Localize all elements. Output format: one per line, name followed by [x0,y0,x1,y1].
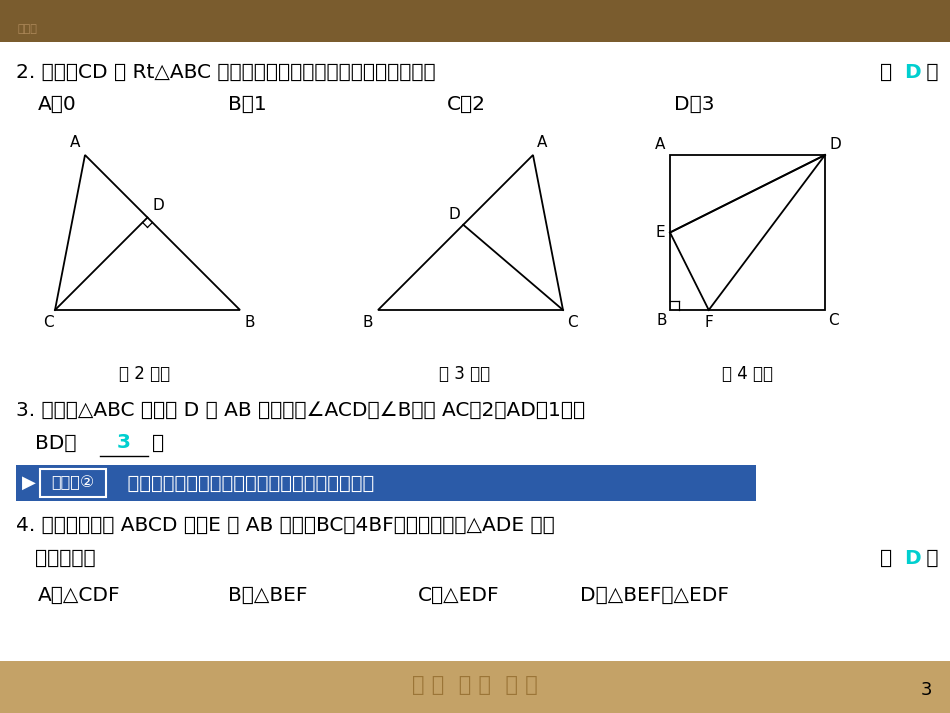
Text: 知识点②: 知识点② [51,476,95,491]
Text: BD＝: BD＝ [35,434,77,453]
Text: D．△BEF，△EDF: D．△BEF，△EDF [580,585,729,605]
Text: C: C [567,315,579,330]
Text: D: D [904,548,921,568]
Text: A: A [69,135,80,150]
Text: A: A [656,137,666,152]
Text: ）: ） [920,63,939,81]
Text: D．3: D．3 [674,95,715,113]
Text: B: B [656,313,667,328]
Text: B: B [245,315,256,330]
Text: D: D [153,198,164,212]
Text: 第 4 题图: 第 4 题图 [723,365,773,383]
Text: 优 教  优 学  优 评: 优 教 优 学 优 评 [412,675,538,695]
Text: 3: 3 [921,681,932,699]
Bar [0,0,950,42]
Text: 斜边和一条直角边成比例的两个直角三角形相似: 斜边和一条直角边成比例的两个直角三角形相似 [114,473,374,493]
Text: ）: ） [920,548,939,568]
Text: （: （ [880,63,899,81]
Text: A: A [537,135,547,150]
Text: A．△CDF: A．△CDF [38,585,121,605]
Text: C．△EDF: C．△EDF [418,585,500,605]
Text: （: （ [880,548,899,568]
Text: F: F [704,315,713,330]
Text: D: D [448,207,461,222]
Text: C．2: C．2 [446,95,485,113]
Text: E: E [656,225,666,240]
Text: 第 2 题图: 第 2 题图 [120,365,171,383]
Text: B．△BEF: B．△BEF [228,585,308,605]
Text: 2. 如图，CD 是 Rt△ABC 斜边上的高，则图中相似三角形的对数是: 2. 如图，CD 是 Rt△ABC 斜边上的高，则图中相似三角形的对数是 [16,63,436,81]
Text: D: D [904,63,921,81]
Text: 4. 如图，正方形 ABCD 中，E 为 AB 中点，BC＝4BF，那么图中与△ADE 相似: 4. 如图，正方形 ABCD 中，E 为 AB 中点，BC＝4BF，那么图中与△… [16,515,555,535]
Text: 3. 如图，△ABC 中，点 D 在 AB 边上，且∠ACD＝∠B，若 AC＝2，AD＝1，则: 3. 如图，△ABC 中，点 D 在 AB 边上，且∠ACD＝∠B，若 AC＝2… [16,401,585,419]
Text: B: B [363,315,373,330]
Text: D: D [829,137,842,152]
Bar [0,661,950,713]
Text: B．1: B．1 [228,95,267,113]
Text: ▶: ▶ [22,474,36,492]
Text: 。: 。 [152,434,164,453]
Text: 的三角形有: 的三角形有 [35,548,96,568]
Text: A．0: A．0 [38,95,77,113]
Text: C: C [827,313,838,328]
Text: 考点速: 考点速 [18,24,38,34]
Text: 3: 3 [117,434,131,453]
Bar [40,469,106,497]
Bar [16,465,756,501]
Text: C: C [43,315,53,330]
Text: 第 3 题图: 第 3 题图 [440,365,490,383]
